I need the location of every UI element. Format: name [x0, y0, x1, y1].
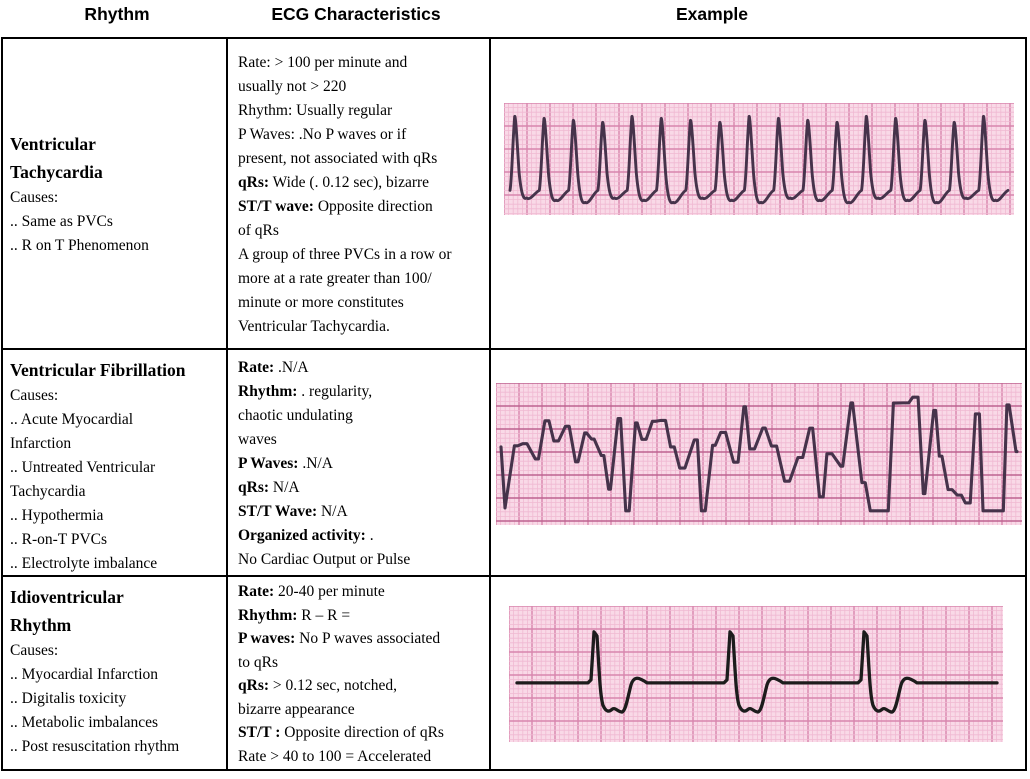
column-header-rhythm: Rhythm [84, 4, 150, 24]
rhythm-cause-line: .. Digitalis toxicity [10, 690, 127, 707]
ecg-characteristic-line: Rhythm: . regularity, [238, 383, 373, 400]
ecg-characteristic-line: Rhythm: Usually regular [238, 102, 393, 119]
ecg-characteristic-line: Ventricular Tachycardia. [238, 318, 390, 335]
ecg-characteristic-line: qRs: N/A [238, 479, 300, 496]
rhythm-cause-line: .. Acute Myocardial [10, 411, 134, 428]
ecg-characteristic-line: Rate: 20-40 per minute [238, 583, 385, 600]
ecg-characteristic-line: P Waves: .N/A [238, 455, 333, 472]
ecg-characteristic-line: ST/T : Opposite direction of qRs [238, 724, 444, 741]
ecg-characteristic-line: Rate > 40 to 100 = Accelerated [238, 747, 432, 765]
ecg-rhythm-table: Ventricular Tachycardia Causes: .. Same as … [1, 37, 1027, 771]
ecg-characteristic-line: Rhythm: R – R = [238, 606, 351, 624]
ecg-characteristic-line: chaotic undulating [238, 407, 353, 424]
ecg-characteristic-line: Rate: > 100 per minute and [238, 54, 408, 71]
idioventricular-rhythm-ecg-strip [509, 606, 1003, 742]
rhythm-cause-line: .. R on T Phenomenon [10, 236, 149, 254]
rhythm-cause-line: Causes: [10, 188, 59, 206]
column-header-example: Example [676, 4, 748, 24]
rhythm-cell-ventricular-tachycardia: Ventricular Tachycardia Causes: .. Same as … [3, 39, 228, 350]
rhythm-cause-line: Tachycardia [10, 483, 86, 500]
ecg-characteristic-line: qRs: Wide (. 0.12 sec), bizarre [238, 174, 430, 191]
example-cell-ventricular-tachycardia [491, 39, 1025, 350]
ecg-characteristic-line: ST/T wave: Opposite direction [238, 198, 433, 215]
rhythm-cause-line: .. Post resuscitation rhythm [10, 738, 180, 755]
example-cell-ventricular-fibrillation [491, 350, 1025, 577]
ecg-characteristic-line: bizarre appearance [238, 700, 355, 718]
ecg-characteristic-line: ST/T Wave: N/A [238, 503, 348, 520]
ecg-characteristic-line: minute or more constitutes [238, 294, 404, 311]
ecg-characteristics-cell-ventricular-tachycardia: Rate: > 100 per minute and usually not > … [228, 39, 491, 350]
ecg-characteristic-line: of qRs [238, 222, 279, 239]
ecg-characteristic-line: P Waves: .No P waves or if [238, 126, 407, 143]
rhythm-cause-line: Causes: [10, 642, 59, 659]
ecg-characteristic-line: to qRs [238, 653, 279, 671]
ecg-characteristic-line: qRs: > 0.12 sec, notched, [238, 677, 397, 694]
example-cell-idioventricular-rhythm [491, 577, 1025, 769]
rhythm-cause-line: .. R-on-T PVCs [10, 531, 108, 548]
rhythm-title-line: Idioventricular [10, 587, 124, 607]
ecg-characteristic-line: Organized activity: . [238, 527, 374, 544]
rhythm-title-line: Rhythm [10, 615, 72, 635]
column-header-ecg-characteristics: ECG Characteristics [271, 4, 441, 24]
ventricular-fibrillation-ecg-strip [496, 383, 1022, 525]
ecg-characteristics-cell-ventricular-fibrillation: Rate: .N/A Rhythm: . regularity, chaotic u… [228, 350, 491, 577]
ecg-characteristic-line: usually not > 220 [238, 78, 347, 95]
rhythm-cell-idioventricular-rhythm: Idioventricular Rhythm Causes: .. Myocardia… [3, 577, 228, 769]
ventricular-tachycardia-ecg-strip [504, 103, 1014, 215]
ecg-characteristic-line: Rate: .N/A [238, 359, 309, 376]
rhythm-cause-line: .. Hypothermia [10, 507, 104, 524]
rhythm-cause-line: Causes: [10, 387, 59, 404]
rhythm-cause-line: .. Metabolic imbalances [10, 714, 159, 731]
rhythm-title-line: Ventricular Fibrillation [10, 360, 186, 380]
rhythm-cause-line: .. Myocardial Infarction [10, 666, 159, 683]
ecg-characteristic-line: present, not associated with qRs [238, 150, 438, 167]
rhythm-cause-line: .. Electrolyte imbalance [10, 555, 158, 572]
rhythm-cause-line: .. Same as PVCs [10, 212, 113, 230]
ecg-characteristic-line: A group of three PVCs in a row or [238, 246, 452, 263]
rhythm-cause-line: Infarction [10, 435, 72, 452]
rhythm-cell-ventricular-fibrillation: Ventricular Fibrillation Causes: .. Acute … [3, 350, 228, 577]
rhythm-cause-line: .. Untreated Ventricular [10, 459, 156, 476]
ecg-characteristic-line: more at a rate greater than 100/ [238, 270, 432, 287]
ecg-characteristic-line: No Cardiac Output or Pulse [238, 551, 411, 568]
ecg-characteristic-line: waves [238, 431, 277, 448]
rhythm-title-line: Ventricular [10, 133, 96, 154]
ecg-characteristics-cell-idioventricular-rhythm: Rate: 20-40 per minute Rhythm: R – R = P w… [228, 577, 491, 769]
ecg-characteristic-line: P waves: No P waves associated [238, 630, 441, 647]
rhythm-title-line: Tachycardia [10, 161, 103, 182]
